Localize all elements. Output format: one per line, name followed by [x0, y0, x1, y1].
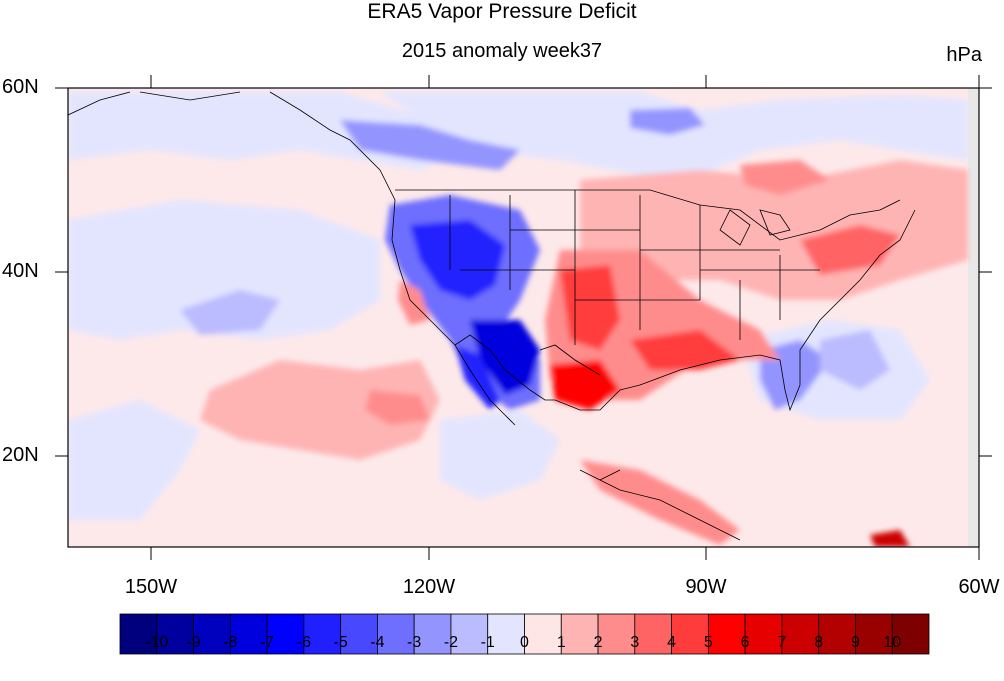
- anomaly-patch-subtropical-core: [365, 390, 430, 425]
- colorbar-swatch: [597, 613, 636, 655]
- colorbar-swatch: [303, 613, 342, 655]
- colorbar-swatch: [560, 613, 599, 655]
- colorbar-label: -2: [443, 634, 459, 651]
- colorbar-label: -6: [296, 634, 311, 651]
- anomaly-patch-atlantic-blue: [820, 330, 890, 390]
- colorbar-label: 8: [814, 634, 824, 651]
- lat-label-20n: 20N: [2, 444, 39, 466]
- colorbar-label: 1: [556, 634, 566, 651]
- coastlines-and-borders: [68, 91, 916, 541]
- colorbar-label: -8: [223, 634, 238, 651]
- colorbar-swatch: [855, 613, 893, 655]
- anomaly-patch-south-central: [630, 330, 740, 370]
- colorbar-swatch: [744, 613, 783, 655]
- colorbar-swatch: [413, 613, 452, 655]
- anomaly-patch-hudson: [630, 108, 705, 135]
- colorbar-label: 9: [851, 634, 860, 651]
- colorbar-label: 3: [630, 634, 640, 651]
- anomaly-patch-bc: [340, 120, 520, 170]
- anomaly-patch-subtropical-pacific: [200, 360, 440, 460]
- lat-label-60n: 60N: [2, 76, 39, 98]
- colorbar-swatch: [229, 613, 268, 655]
- colorbar-swatch: [266, 613, 305, 655]
- anomaly-patch-northeast: [800, 225, 900, 275]
- axis-ticks: [55, 75, 992, 560]
- colorbar-swatch: [891, 613, 930, 655]
- colorbar-label: 10: [883, 634, 902, 651]
- colorbar-label: -5: [333, 634, 348, 651]
- anomaly-patch-texas: [550, 360, 620, 410]
- anomaly-patch-california: [398, 280, 430, 325]
- lon-label-120w: 120W: [402, 576, 456, 598]
- colorbar-label: -1: [480, 634, 495, 651]
- colorbar-swatch: [156, 613, 194, 655]
- map-subtitle: 2015 anomaly week37: [401, 40, 603, 62]
- colorbar-label: -9: [186, 634, 201, 651]
- colorbar-swatch: [781, 613, 820, 655]
- colorbar-label: -4: [370, 634, 385, 651]
- colorbar-label: -10: [145, 634, 169, 651]
- anomaly-patch-pacific-south: [68, 400, 200, 520]
- lon-label-90w: 90W: [685, 576, 727, 598]
- anomaly-patch-pacific-blue: [180, 290, 280, 335]
- colorbar-swatch: [340, 613, 378, 655]
- anomaly-patch-baja: [455, 345, 500, 410]
- colorbar-swatch: [818, 613, 856, 655]
- colorbar-label: 7: [777, 634, 787, 651]
- anomaly-patch-sonora: [470, 320, 540, 395]
- colorbar-label: 0: [520, 634, 529, 651]
- colorbar-label: 2: [593, 634, 603, 651]
- map-title: ERA5 Vapor Pressure Deficit: [367, 0, 637, 23]
- colorbar-swatch: [119, 613, 158, 655]
- colorbar-swatch: [707, 613, 746, 655]
- map-frame: [67, 87, 980, 548]
- colorbar-label: 6: [740, 634, 750, 651]
- colorbar: [119, 613, 930, 655]
- colorbar-swatch: [671, 613, 709, 655]
- colorbar-label: 4: [667, 634, 677, 651]
- lat-label-40n: 40N: [2, 260, 39, 282]
- anomaly-patch-ontario: [740, 160, 830, 195]
- colorbar-label: 5: [703, 634, 713, 651]
- colorbar-swatch: [377, 613, 415, 655]
- anomaly-patch-great-basin: [410, 220, 505, 300]
- anomaly-patch-mexico-coast: [440, 410, 560, 500]
- lon-label-150w: 150W: [124, 576, 178, 598]
- colorbar-label: -3: [407, 634, 422, 651]
- lon-label-60w: 60W: [958, 576, 1000, 598]
- anomaly-patch-colombia: [870, 530, 910, 547]
- anomaly-patch-central-america: [580, 460, 740, 545]
- units-label: hPa: [946, 44, 982, 66]
- colorbar-swatch: [634, 613, 672, 655]
- colorbar-label: -7: [259, 634, 275, 651]
- anomaly-field: [68, 88, 979, 547]
- anomaly-patch-pacific-mid: [68, 200, 380, 340]
- colorbar-swatch: [524, 613, 562, 655]
